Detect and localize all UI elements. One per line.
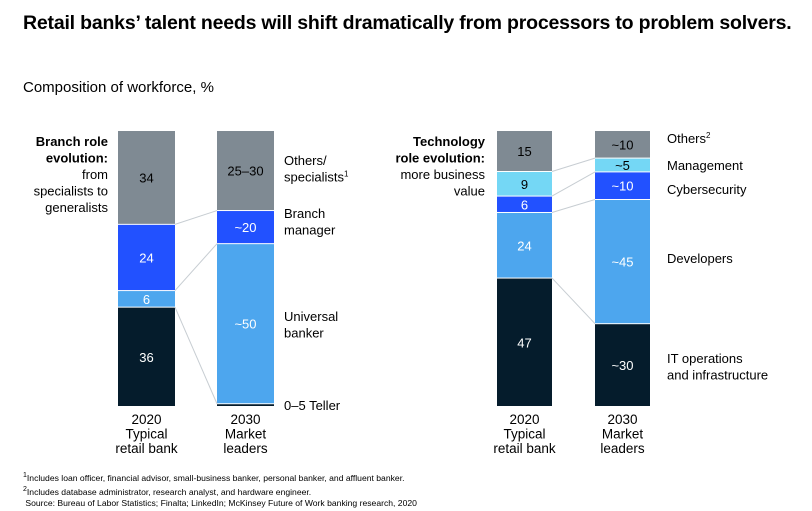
group-title: Technology <box>413 134 486 149</box>
category-label: leaders <box>600 441 645 456</box>
category-label: Market <box>602 427 644 442</box>
data-label: ~20 <box>234 220 256 235</box>
subtitle-unit: % <box>196 79 214 96</box>
data-label: 25–30 <box>227 164 263 179</box>
series-label: Branch <box>284 206 325 221</box>
connector-line <box>174 210 218 225</box>
bar-segment <box>118 291 175 307</box>
footnotes: 1Includes loan officer, financial adviso… <box>23 470 417 509</box>
data-label: ~50 <box>234 317 256 332</box>
category-label: 2020 <box>509 412 539 427</box>
data-label: 6 <box>521 197 528 212</box>
connector-line <box>551 157 596 172</box>
group-title: role evolution: <box>395 151 485 166</box>
category-label: Typical <box>125 427 167 442</box>
bar-segment <box>595 324 650 406</box>
bar-segment <box>118 224 175 291</box>
series-label: Management <box>667 158 743 173</box>
category-label: Market <box>225 427 267 442</box>
group-subtitle: more business <box>400 167 485 182</box>
data-label: 6 <box>143 292 150 307</box>
connector-line <box>551 171 596 197</box>
data-label: ~5 <box>615 158 630 173</box>
series-label: Universal <box>284 309 338 324</box>
subtitle-text: Composition of workforce, <box>23 79 197 96</box>
group-subtitle: generalists <box>45 200 108 215</box>
data-label: 34 <box>139 170 153 185</box>
data-label: ~45 <box>611 255 633 270</box>
category-label: leaders <box>223 441 268 456</box>
series-label: Others/ <box>284 153 327 168</box>
category-label: retail bank <box>493 441 556 456</box>
data-label: 24 <box>139 250 153 265</box>
category-label: 2020 <box>131 412 161 427</box>
bar-segment <box>497 131 552 171</box>
series-label: manager <box>284 223 336 238</box>
group-title: evolution: <box>46 151 108 166</box>
bar-segment <box>217 404 274 406</box>
series-label: IT operations <box>667 351 743 366</box>
group-subtitle: value <box>454 184 485 199</box>
series-label: Developers <box>667 251 733 266</box>
bar-segment <box>595 158 650 172</box>
connector-line <box>174 243 218 291</box>
series-label: Others2 <box>667 131 711 146</box>
bar-segment <box>595 131 650 158</box>
bar-segment <box>595 200 650 324</box>
data-label: 9 <box>521 177 528 192</box>
bar-segment <box>595 172 650 199</box>
series-label: and infrastructure <box>667 368 768 383</box>
group-subtitle: from <box>82 167 108 182</box>
bar-segment <box>118 131 175 224</box>
group-title: Branch role <box>36 134 108 149</box>
data-label: 24 <box>517 238 531 253</box>
bar-segment <box>217 131 274 211</box>
category-label: retail bank <box>115 441 178 456</box>
chart-subtitle: Composition of workforce, % <box>23 79 214 96</box>
category-label: 2030 <box>607 412 637 427</box>
bar-segment <box>497 212 552 278</box>
data-label: 15 <box>517 144 531 159</box>
bar-segment <box>217 244 274 404</box>
series-label: specialists1 <box>284 170 349 185</box>
footnote-1: 1Includes loan officer, financial adviso… <box>23 472 405 483</box>
connector-line <box>551 277 596 325</box>
data-label: 47 <box>517 335 531 350</box>
category-label: 2030 <box>230 412 260 427</box>
series-label: banker <box>284 326 324 341</box>
footnote-source: Source: Bureau of Labor Statistics; Fina… <box>25 497 417 508</box>
chart-title: Retail banks’ talent needs will shift dr… <box>23 12 792 34</box>
series-label: 0–5 Teller <box>284 398 341 413</box>
series-label: Cybersecurity <box>667 182 747 197</box>
bar-segment <box>118 307 175 406</box>
bar-segment <box>497 171 552 196</box>
bar-segment <box>497 278 552 406</box>
connector-line <box>174 306 218 404</box>
bar-segment <box>217 211 274 244</box>
group-subtitle: specialists to <box>34 184 108 199</box>
data-label: ~10 <box>611 137 633 152</box>
data-label: ~30 <box>611 358 633 373</box>
bar-segment <box>497 196 552 212</box>
data-label: ~10 <box>611 179 633 194</box>
footnote-2: 2Includes database administrator, resear… <box>23 485 312 497</box>
connector-line <box>551 199 596 213</box>
data-label: 36 <box>139 350 153 365</box>
category-label: Typical <box>503 427 545 442</box>
